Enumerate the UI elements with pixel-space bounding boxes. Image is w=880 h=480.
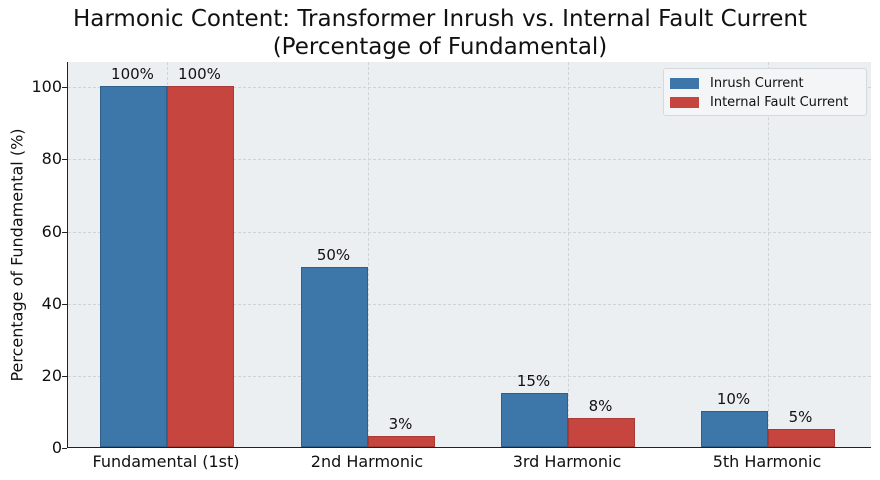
bar-inrush (701, 410, 768, 447)
gridline-x (768, 62, 769, 447)
gridline-x (568, 62, 569, 447)
y-tick-mark (62, 303, 67, 305)
gridline-y (68, 303, 871, 305)
y-tick-label: 80 (41, 149, 62, 169)
y-tick-label: 0 (51, 438, 62, 457)
value-label: 3% (388, 415, 413, 434)
legend-item-fault: Internal Fault Current (670, 93, 848, 111)
gridline-y (68, 87, 871, 89)
legend-swatch-inrush (670, 77, 699, 89)
bar-inrush (501, 392, 568, 447)
gridline-y (68, 159, 871, 161)
value-label: 10% (716, 389, 751, 408)
chart-title: Harmonic Content: Transformer Inrush vs.… (0, 5, 880, 61)
value-label: 15% (516, 371, 551, 390)
bar-fault (368, 436, 435, 447)
x-tick-label: 5th Harmonic (712, 452, 822, 471)
gridline-x (368, 62, 369, 447)
x-tick-label: Fundamental (1st) (92, 452, 240, 471)
gridline-y (68, 375, 871, 377)
y-tick-label: 60 (41, 221, 62, 241)
y-tick-mark (62, 159, 67, 161)
value-label: 100% (178, 65, 221, 84)
gridline-y (68, 231, 871, 233)
legend-label-inrush: Inrush Current (710, 75, 804, 91)
y-tick-label: 40 (41, 293, 62, 313)
bar-fault (568, 418, 635, 447)
legend-item-inrush: Inrush Current (670, 74, 804, 92)
value-label: 100% (111, 65, 154, 84)
plot-area (67, 62, 871, 448)
value-label: 5% (788, 407, 813, 426)
y-tick-mark (62, 448, 67, 449)
value-label: 8% (588, 397, 613, 416)
chart-title-line1: Harmonic Content: Transformer Inrush vs.… (72, 6, 808, 32)
legend-swatch-fault (670, 96, 699, 108)
chart-subtitle: (Percentage of Fundamental) (272, 34, 608, 60)
x-tick-label: 2nd Harmonic (310, 452, 424, 471)
x-tick-label: 3rd Harmonic (512, 452, 622, 471)
legend-label-fault: Internal Fault Current (710, 94, 849, 110)
y-tick-mark (62, 87, 67, 89)
value-label: 50% (316, 245, 351, 264)
bar-fault (167, 86, 234, 447)
bar-inrush (301, 266, 368, 447)
y-tick-mark (62, 375, 67, 377)
y-tick-mark (62, 231, 67, 233)
y-tick-label: 20 (41, 365, 62, 385)
y-tick-label: 100 (31, 77, 62, 97)
bar-fault (768, 428, 835, 447)
legend: Inrush Current Internal Fault Current (663, 68, 867, 116)
bar-inrush (100, 86, 167, 447)
